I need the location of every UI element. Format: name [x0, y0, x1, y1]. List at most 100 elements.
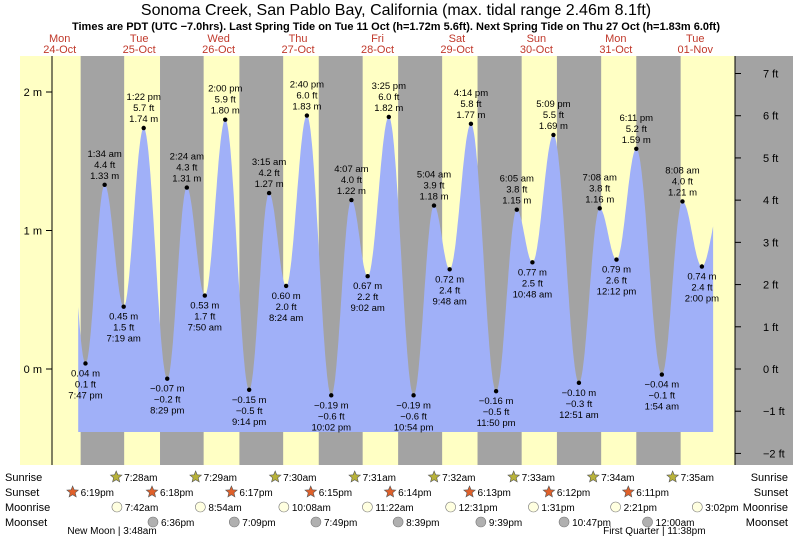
tide-point — [121, 304, 126, 309]
tide-label: 6.0 ft — [296, 91, 317, 102]
sunset-icon — [304, 485, 318, 498]
moonrise-icon — [278, 501, 290, 513]
day-band — [20, 56, 81, 465]
tide-label: 0.60 m — [272, 291, 301, 302]
tide-label: 1.22 m — [337, 186, 366, 197]
tide-label: 5.8 ft — [460, 99, 481, 110]
tide-label: 3.8 ft — [506, 185, 527, 196]
tide-label: −0.1 ft — [649, 391, 676, 402]
tide-label: −0.04 m — [645, 380, 680, 391]
moonrise-icon — [610, 501, 621, 513]
left-tick-label: 1 m — [24, 226, 42, 238]
tide-point — [659, 372, 665, 377]
tide-point — [431, 203, 437, 208]
row-label-right: Moonrise — [743, 502, 788, 514]
moonset-icon — [475, 516, 487, 528]
tide-label: 1:22 pm — [127, 92, 161, 103]
sunrise-icon — [427, 470, 441, 483]
tide-label: 4.0 ft — [341, 175, 362, 186]
sunrise-time: 7:32am — [442, 473, 475, 484]
tide-area — [78, 115, 714, 432]
sunrise-icon — [348, 470, 362, 483]
tide-label: 6:11 pm — [619, 113, 653, 124]
moonset-icon — [642, 516, 653, 528]
tide-label: 8:08 am — [665, 165, 699, 176]
tide-label: 5:04 am — [417, 170, 451, 181]
tide-point — [202, 293, 208, 298]
tide-point — [246, 387, 252, 392]
sunset-time: 6:15pm — [319, 488, 352, 499]
day-name: Tue — [686, 33, 705, 45]
tide-label: −0.2 ft — [154, 395, 181, 406]
moonrise-icon — [445, 501, 456, 513]
tide-point — [266, 190, 272, 196]
sunset-time: 6:14pm — [398, 488, 431, 499]
moonset-time: 8:39pm — [406, 518, 439, 529]
tide-label: −0.3 ft — [566, 399, 593, 410]
day-date: 29-Oct — [440, 44, 473, 56]
tide-label: 5.9 ft — [215, 95, 236, 106]
tide-point — [411, 393, 416, 398]
sunset-icon — [463, 485, 476, 498]
tide-label: 0.72 m — [435, 274, 464, 285]
moon-phase: New Moon | 3:48am — [67, 526, 156, 537]
tide-label: 4.4 ft — [94, 160, 115, 171]
tide-label: 7:50 am — [188, 323, 222, 334]
day-date: 28-Oct — [361, 44, 394, 56]
moonset-time: 12:00am — [656, 518, 695, 529]
sunrise-icon — [507, 470, 521, 483]
moonrise-time: 7:42am — [125, 503, 158, 514]
day-name: Fri — [371, 33, 384, 45]
moonrise-time: 1:31pm — [541, 503, 574, 514]
tide-label: 4:14 pm — [454, 88, 488, 99]
tide-label: 1.16 m — [585, 194, 614, 205]
moonset-icon — [147, 516, 159, 528]
day-name: Wed — [207, 33, 229, 45]
sunset-time: 6:18pm — [160, 488, 193, 499]
tide-label: 1.59 m — [622, 135, 651, 146]
row-label-left: Sunrise — [5, 472, 42, 484]
tide-point — [165, 376, 170, 381]
sunset-icon — [542, 485, 556, 498]
tide-point — [468, 121, 474, 127]
sunrise-icon — [666, 470, 680, 483]
moonset-time: 7:49pm — [324, 518, 357, 529]
tide-point — [514, 207, 519, 212]
right-tick-label: 6 ft — [763, 111, 778, 123]
sunset-time: 6:17pm — [239, 488, 272, 499]
tide-label: 7:08 am — [583, 172, 617, 183]
tide-point — [447, 267, 452, 272]
sun-moon-table: Sunrise Sunrise Sunset Sunset Moonrise Moonri… — [5, 470, 788, 537]
tide-label: 2.6 ft — [606, 276, 627, 287]
moonrise-icon — [528, 501, 539, 513]
sunrise-time: 7:34am — [601, 473, 634, 484]
tide-label: 1.7 ft — [194, 312, 215, 323]
tide-point — [576, 380, 582, 386]
tide-label: 4.0 ft — [672, 176, 693, 187]
tide-label: 9:48 am — [432, 296, 466, 307]
tide-label: 12:12 pm — [597, 287, 637, 298]
tide-label: 5.5 ft — [543, 110, 564, 121]
sunrise-icon — [189, 470, 203, 483]
moonrise-icon — [362, 501, 373, 513]
tide-label: 2.4 ft — [691, 283, 712, 294]
tide-label: 3:25 pm — [372, 81, 406, 92]
tide-point — [634, 146, 639, 151]
tide-label: 2:24 am — [170, 152, 204, 163]
tide-label: 10:48 am — [513, 289, 553, 300]
sunrise-time: 7:35am — [681, 473, 714, 484]
sunrise-time: 7:33am — [522, 473, 555, 484]
sunset-icon — [66, 485, 80, 498]
sunset-time: 6:11pm — [636, 488, 669, 499]
tide-label: −0.07 m — [150, 384, 185, 395]
tide-label: 1.5 ft — [113, 323, 134, 334]
tide-label: 2.5 ft — [522, 278, 543, 289]
tide-label: 1.15 m — [502, 196, 531, 207]
tide-label: 11:50 pm — [477, 418, 516, 429]
moonrise-time: 8:54am — [208, 503, 241, 514]
moonset-time: 10:47pm — [572, 518, 611, 529]
tide-labels: 0.04 m0.1 ft7:47 pm 1:34 am4.4 ft1.33 m 0.… — [68, 80, 719, 434]
tide-point — [530, 260, 535, 265]
tide-label: 4.2 ft — [259, 168, 280, 179]
tide-point — [597, 206, 602, 211]
